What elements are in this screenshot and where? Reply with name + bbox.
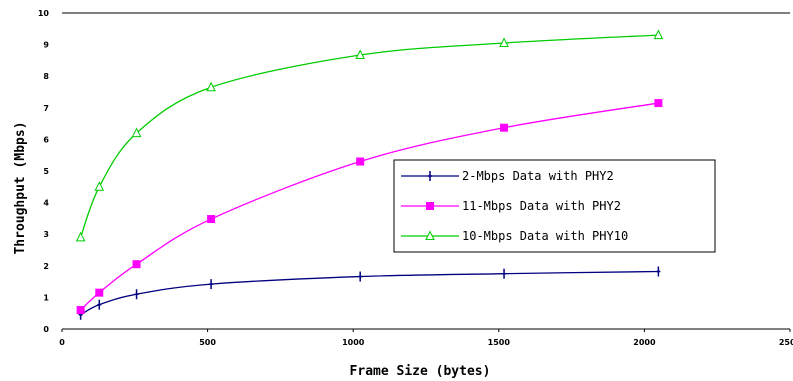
data-point: [94, 181, 105, 191]
legend-marker: [425, 230, 435, 240]
data-point: [75, 231, 86, 242]
data-point: [355, 49, 365, 60]
y-tick-label: 0: [43, 325, 49, 334]
data-point: [654, 99, 663, 108]
data-point: [131, 127, 142, 138]
series-layer: [75, 29, 664, 320]
y-tick-label: 2: [43, 262, 49, 271]
legend: 2-Mbps Data with PHY2 11-Mbps Data with P…: [393, 159, 716, 253]
y-axis-title: Throughput (Mbps): [13, 121, 28, 254]
data-point: [207, 215, 216, 224]
series-line: [80, 34, 659, 238]
x-tick-label: 0: [59, 338, 65, 347]
series-1: [78, 266, 661, 320]
legend-label: 11-Mbps Data with PHY2: [462, 199, 621, 213]
x-tick-label: 1000: [342, 338, 365, 347]
x-tick-label: 2500: [779, 338, 793, 347]
y-tick-label: 9: [43, 41, 49, 50]
y-tick-label: 4: [43, 199, 49, 208]
y-tick-label: 10: [38, 9, 50, 18]
data-point: [132, 260, 141, 269]
legend-label: 10-Mbps Data with PHY10: [462, 229, 628, 243]
series-line: [80, 102, 659, 311]
y-tick-label: 8: [43, 72, 49, 81]
data-point: [499, 37, 509, 48]
data-point: [76, 306, 85, 315]
y-tick-label: 6: [43, 135, 49, 144]
y-tick-label: 1: [43, 293, 49, 302]
y-tick-label: 3: [43, 230, 49, 239]
series-3: [75, 29, 664, 242]
x-tick-label: 2000: [633, 338, 656, 347]
data-point: [500, 123, 509, 132]
data-point: [95, 288, 104, 297]
data-point: [653, 29, 664, 40]
y-tick-label: 5: [43, 167, 49, 176]
x-tick-label: 500: [199, 338, 216, 347]
data-point: [206, 81, 216, 92]
x-axis-ticks: 0 500 1000 1500 2000 2500: [59, 329, 793, 347]
x-axis-title: Frame Size (bytes): [350, 364, 491, 379]
series-2: [76, 99, 663, 315]
x-tick-label: 1500: [488, 338, 511, 347]
data-point: [356, 157, 365, 166]
y-axis-ticks: 0 1 2 3 4 5 6 7 8 9 10: [38, 9, 50, 334]
legend-marker: [426, 202, 434, 210]
y-tick-label: 7: [43, 104, 49, 113]
series-line: [80, 270, 659, 316]
legend-label: 2-Mbps Data with PHY2: [462, 169, 614, 183]
